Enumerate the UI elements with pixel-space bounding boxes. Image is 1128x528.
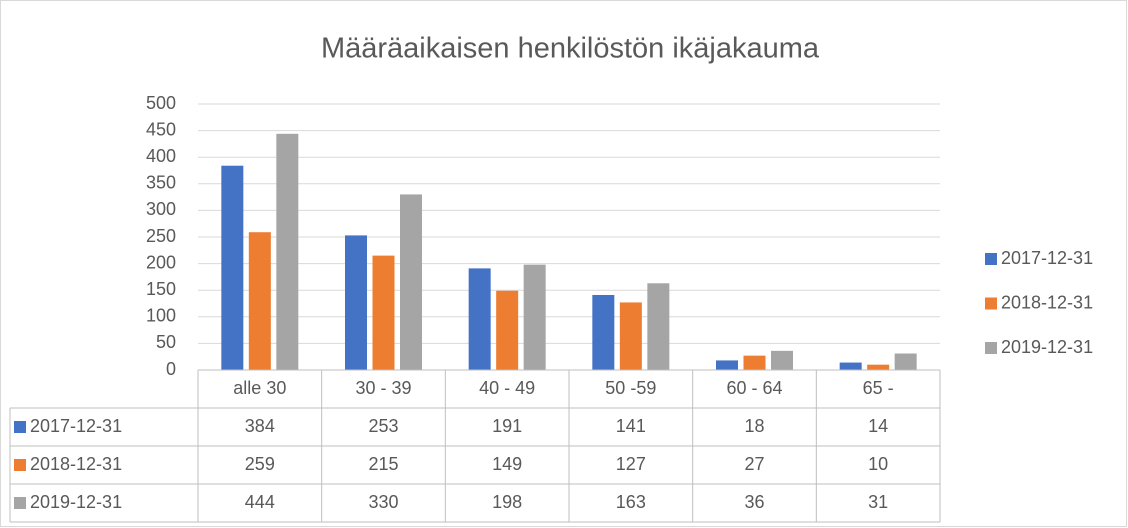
bar: [894, 353, 917, 370]
table-row-label: 2018-12-31: [30, 454, 122, 474]
table-cell: 10: [868, 454, 888, 474]
bar: [716, 360, 738, 370]
y-tick-label: 500: [146, 93, 176, 113]
legend-swatch: [985, 342, 997, 354]
bar: [523, 264, 546, 370]
y-tick-label: 300: [146, 199, 176, 219]
table-cell: 127: [616, 454, 646, 474]
table-cell: 191: [492, 416, 522, 436]
bar: [592, 294, 615, 370]
x-tick-label: alle 30: [233, 378, 286, 398]
y-tick-label: 100: [146, 306, 176, 326]
x-tick-label: 40 - 49: [479, 378, 535, 398]
legend-swatch: [985, 253, 997, 265]
table-cell: 330: [368, 492, 398, 512]
y-tick-label: 50: [156, 332, 176, 352]
table-key: [14, 459, 26, 471]
legend-label: 2018-12-31: [1001, 292, 1093, 312]
bar: [647, 283, 670, 370]
y-tick-label: 200: [146, 252, 176, 272]
bar: [619, 302, 642, 370]
table-row-label: 2017-12-31: [30, 416, 122, 436]
table-cell: 141: [616, 416, 646, 436]
table-cell: 163: [616, 492, 646, 512]
y-tick-label: 250: [146, 226, 176, 246]
bar: [468, 268, 491, 370]
bar: [221, 165, 244, 370]
y-tick-label: 400: [146, 146, 176, 166]
table-row-label: 2019-12-31: [30, 492, 122, 512]
table-cell: 444: [245, 492, 275, 512]
table-cell: 259: [245, 454, 275, 474]
table-cell: 253: [368, 416, 398, 436]
table-cell: 18: [744, 416, 764, 436]
table-cell: 36: [744, 492, 764, 512]
table-cell: 27: [744, 454, 764, 474]
bar: [400, 194, 422, 370]
bar: [372, 255, 395, 370]
table-cell: 14: [868, 416, 888, 436]
chart-title: Määräaikaisen henkilöstön ikäjakauma: [321, 33, 820, 65]
legend-swatch: [985, 297, 997, 310]
x-tick-label: 50 -59: [605, 378, 656, 398]
x-tick-label: 60 - 64: [726, 378, 782, 398]
table-cell: 31: [868, 492, 888, 512]
bar: [867, 364, 890, 370]
table-cell: 384: [245, 416, 275, 436]
bar: [345, 235, 367, 370]
y-tick-label: 350: [146, 173, 176, 193]
table-key: [14, 497, 26, 509]
table-cell: 198: [492, 492, 522, 512]
x-tick-label: 30 - 39: [355, 378, 411, 398]
bar: [839, 362, 862, 370]
bar: [771, 350, 793, 370]
y-tick-label: 150: [146, 279, 176, 299]
bar: [248, 232, 271, 370]
bar: [276, 133, 299, 370]
legend-label: 2017-12-31: [1001, 248, 1093, 268]
y-tick-label: 0: [166, 359, 176, 379]
bar: [496, 290, 519, 370]
y-tick-label: 450: [146, 119, 176, 139]
table-key: [14, 421, 26, 433]
table-cell: 215: [368, 454, 398, 474]
table-cell: 149: [492, 454, 522, 474]
x-tick-label: 65 -: [863, 378, 894, 398]
legend-label: 2019-12-31: [1001, 337, 1093, 357]
bar: [743, 355, 766, 370]
